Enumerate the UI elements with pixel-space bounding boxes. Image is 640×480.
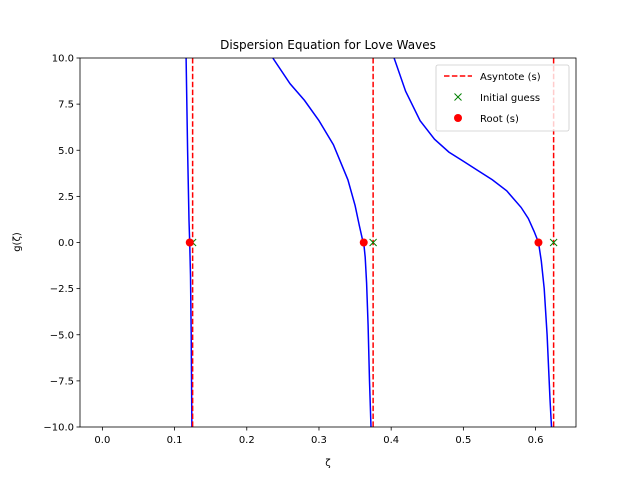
x-tick-label: 0.6 (528, 435, 544, 446)
y-tick-label: 0.0 (58, 238, 74, 249)
curve-branch-3 (393, 58, 553, 427)
y-tick-label: −5.0 (50, 330, 74, 341)
x-tick-label: 0.5 (455, 435, 471, 446)
x-tick-label: 0.1 (167, 435, 183, 446)
y-tick-label: 5.0 (58, 146, 74, 157)
chart-title: Dispersion Equation for Love Waves (220, 38, 436, 52)
curve-branch-2 (272, 58, 372, 427)
legend-entry-1: Asyntote (s) (444, 72, 541, 83)
y-tick-label: −2.5 (50, 284, 74, 295)
root-point-1 (185, 238, 194, 247)
legend-entry-2: Initial guess (454, 93, 540, 104)
y-tick-label: 2.5 (58, 192, 74, 203)
legend-label: Root (s) (480, 114, 519, 125)
y-tick-label: 7.5 (58, 100, 74, 111)
y-axis-label: g(ζ) (12, 232, 23, 252)
legend-entry-3: Root (s) (454, 114, 519, 125)
y-tick-label: −10.0 (43, 423, 74, 434)
guess-stroke-b (369, 238, 377, 247)
x-tick-label: 0.3 (311, 435, 327, 446)
x-tick-label: 0.4 (383, 435, 399, 446)
plot-area (185, 58, 558, 427)
y-tick-label: 10.0 (52, 54, 74, 65)
y-axis: −10.0 −7.5 −5.0 −2.5 0.0 2.5 5.0 7.5 10.0 (43, 54, 80, 434)
initial-guess-point-3 (549, 238, 558, 247)
legend-label: Asyntote (s) (480, 72, 541, 83)
plot-marks (185, 58, 558, 427)
root-point-2 (359, 238, 368, 247)
guess-stroke-b (549, 238, 558, 247)
x-tick-label: 0.2 (239, 435, 255, 446)
initial-guess-point-2 (369, 238, 377, 247)
x-axis: 0.0 0.1 0.2 0.3 0.4 0.5 0.6 (94, 427, 544, 446)
root-point-3 (534, 238, 543, 247)
legend: Asyntote (s) Initial guess Root (s) (435, 64, 570, 132)
legend-swatch-root (454, 114, 462, 122)
y-tick-label: −7.5 (50, 376, 74, 387)
legend-swatch-guess-b (454, 93, 462, 101)
legend-box (435, 64, 570, 132)
x-tick-label: 0.0 (94, 435, 110, 446)
x-axis-label: ζ (325, 458, 330, 469)
legend-label: Initial guess (480, 93, 540, 104)
